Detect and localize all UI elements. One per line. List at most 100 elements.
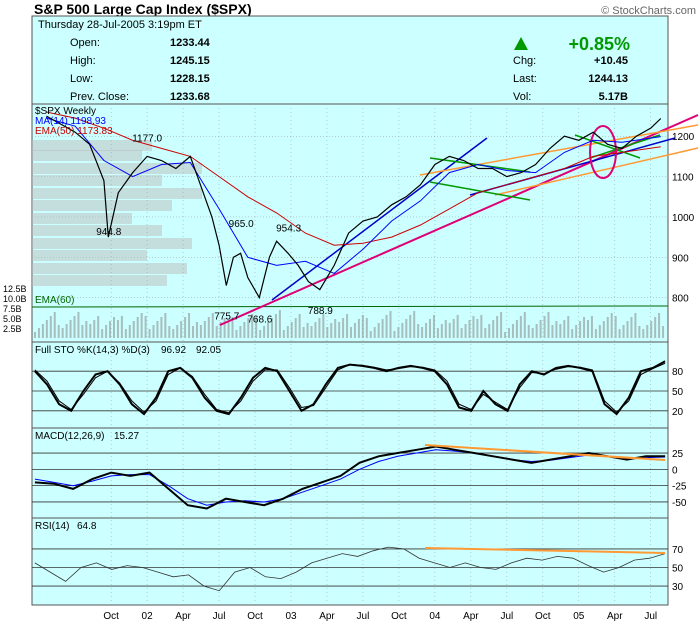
volume-bar: [235, 330, 238, 338]
volume-bar: [602, 321, 605, 338]
last-value: 1244.13: [588, 73, 628, 85]
watermark: © StockCharts.com: [601, 5, 696, 17]
volume-bar: [543, 316, 546, 338]
volume-bar: [314, 322, 317, 338]
volume-bar: [120, 316, 123, 338]
sto-level-label: 80: [672, 367, 684, 378]
open-label: Open:: [70, 37, 100, 49]
channel-green-lower: [429, 181, 531, 201]
volume-bar: [172, 329, 175, 338]
volume-bar: [523, 312, 526, 338]
price-annotation: 944.8: [96, 227, 121, 238]
volume-bar: [381, 319, 384, 338]
volume-bar: [614, 316, 617, 338]
volume-bar: [306, 323, 309, 338]
volume-bar: [247, 318, 250, 338]
x-tick-label: 05: [573, 611, 585, 622]
volume-bar: [160, 317, 163, 338]
volume-bar: [231, 317, 234, 338]
volume-bar: [109, 321, 112, 338]
volume-bar: [610, 313, 613, 338]
volume-bar: [263, 326, 266, 338]
volume-bar: [53, 312, 56, 338]
volume-bar: [373, 327, 376, 338]
volume-bar: [105, 325, 108, 338]
volume-bar: [136, 317, 139, 338]
volume-bar: [587, 320, 589, 338]
volume-bar: [85, 321, 88, 338]
x-tick-label: Oct: [247, 611, 263, 622]
volume-bar: [484, 328, 487, 338]
volume-tick-label: 12.5B: [3, 284, 27, 294]
volume-bar: [539, 320, 542, 338]
high-label: High:: [70, 55, 96, 67]
volume-by-price-block: [32, 250, 147, 261]
volume-bar: [45, 320, 48, 338]
sto-level-label: 50: [672, 387, 684, 398]
rsi-value: 64.8: [77, 521, 97, 532]
volume-tick-label: 10.0B: [3, 294, 27, 304]
ema50-legend: EMA(50) 1173.83: [35, 126, 113, 137]
volume-bar: [176, 325, 179, 338]
volume-bar: [531, 328, 534, 338]
x-tick-label: Jul: [644, 611, 657, 622]
volume-bar: [527, 325, 530, 338]
volume-bar: [188, 313, 191, 338]
volume-bar: [37, 328, 40, 338]
volume-bar: [642, 329, 645, 338]
macd-divergence-line: [424, 444, 666, 461]
volume-bar: [164, 313, 167, 338]
volume-bar: [626, 321, 629, 338]
volume-bar: [385, 315, 388, 338]
volume-bar: [638, 326, 641, 338]
macd-level-label: -25: [672, 482, 687, 493]
volume-bar: [346, 314, 349, 338]
volume-bar: [219, 322, 222, 338]
x-tick-label: Apr: [175, 611, 191, 622]
volume-bar: [144, 316, 147, 338]
vol-label: Vol:: [513, 91, 531, 103]
volume-bar: [590, 316, 593, 338]
pct-change: +0.85%: [568, 34, 630, 54]
volume-bar: [567, 316, 570, 338]
ma14-legend: MA(14) 1198.93: [35, 116, 106, 127]
price-panel-title: $SPX Weekly: [35, 106, 96, 117]
prev-close-label: Prev. Close:: [70, 91, 129, 103]
channel-orange-upper: [419, 124, 699, 176]
x-tick-label: Apr: [463, 611, 479, 622]
volume-bar: [658, 313, 661, 338]
volume-bar: [148, 329, 151, 338]
price-tick-label: 1000: [672, 213, 695, 224]
volume-bar: [326, 327, 329, 338]
volume-bar: [342, 318, 345, 338]
volume-bar: [440, 324, 443, 338]
price-tick-label: 1200: [672, 132, 695, 143]
rsi-divergence-line: [424, 547, 666, 554]
volume-bar: [282, 330, 285, 338]
volume-bar: [259, 330, 262, 338]
volume-bar: [464, 324, 467, 338]
volume-bar: [195, 322, 198, 338]
volume-bar: [496, 316, 499, 338]
rsi-level-label: 50: [672, 564, 684, 575]
low-label: Low:: [70, 73, 93, 85]
volume-bar: [452, 319, 455, 338]
channel-orange-lower: [494, 147, 699, 196]
volume-bar: [417, 324, 420, 338]
x-axis: Oct 02 Apr Jul Oct 03 Apr Jul Oct 04 Apr Jul Oct 05 Ap…: [103, 611, 657, 622]
volume-by-price-block: [32, 188, 202, 199]
price-annotation: 775.7: [214, 311, 239, 322]
volume-bar: [239, 326, 242, 338]
rsi-line: [34, 546, 666, 592]
volume-bar: [156, 321, 159, 338]
price-line: [46, 115, 662, 300]
volume-bar: [77, 312, 80, 338]
sto-level-label: 20: [672, 407, 684, 418]
volume-bar: [377, 323, 380, 338]
volume-bar: [429, 319, 431, 338]
volume-bar: [223, 318, 226, 338]
volume-bar: [559, 324, 562, 338]
volume-by-price-block: [32, 163, 202, 174]
trendline-blue-2003: [271, 137, 488, 301]
